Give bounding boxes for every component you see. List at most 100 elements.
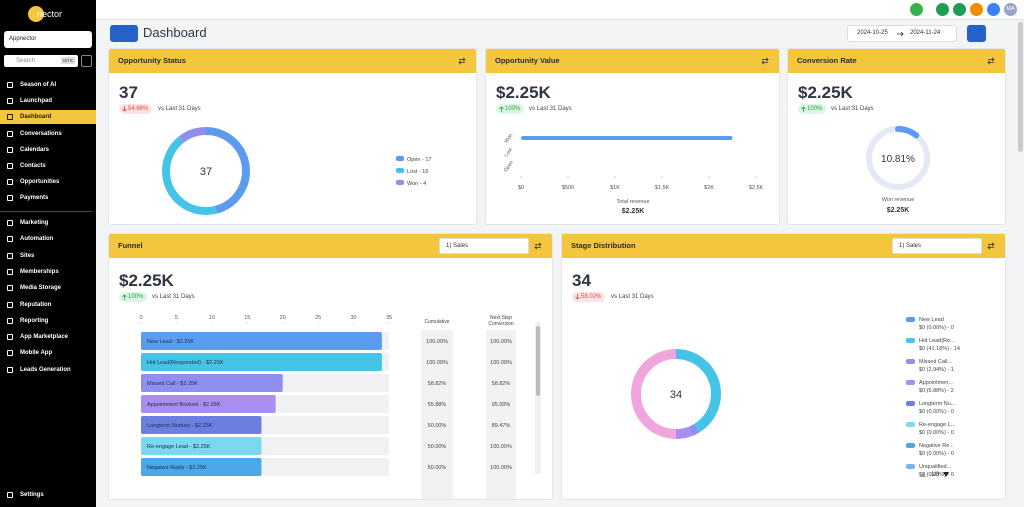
nav-item[interactable]: Marketing: [0, 216, 96, 230]
legend-label: Open - 17: [407, 157, 431, 163]
nav-item[interactable]: Conversations: [0, 127, 96, 141]
x-tick-label: $500: [562, 185, 574, 191]
card-title: Funnel 1) Sales: [109, 234, 552, 258]
nav-label: Calendars: [20, 146, 50, 153]
next-step: 100.00%: [490, 465, 512, 471]
icon[interactable]: [970, 3, 983, 16]
nav-item[interactable]: Sites: [0, 249, 96, 263]
bar: [141, 458, 262, 476]
nav-item[interactable]: Dashboard: [0, 110, 96, 125]
layout-toggle[interactable]: [110, 25, 138, 42]
metric: 37: [119, 83, 138, 102]
bar-label: Longterm Nurture - $2.25K: [147, 423, 213, 429]
edit-button[interactable]: [967, 25, 986, 42]
legend-label: Longterm Nu...: [919, 401, 956, 407]
cumulative: 100.00%: [426, 360, 448, 366]
x-tick-label: 5: [175, 315, 178, 321]
chart: 10.81% Won revenue $2.25K: [866, 126, 930, 214]
x-tick-label: 35: [386, 315, 392, 321]
nav-item[interactable]: Mobile App: [0, 346, 96, 360]
legend-swatch: [906, 359, 915, 364]
nav-item[interactable]: Reputation: [0, 298, 96, 312]
legend-value: $0 (0.00%) - 0: [919, 451, 954, 457]
metric: $2.25K: [119, 271, 174, 290]
search-placeholder: Search: [16, 58, 36, 64]
icon[interactable]: [910, 3, 923, 16]
bar-label: Re-engage Lead - $2.25K: [147, 444, 211, 450]
nav-label: Contacts: [20, 163, 46, 169]
change: 100%: [128, 294, 144, 300]
scrollbar[interactable]: [1018, 22, 1023, 152]
nav-item[interactable]: Season of AI: [0, 78, 96, 92]
nav-item[interactable]: Leads Generation: [0, 363, 96, 377]
pipeline-select[interactable]: 1) Sales: [439, 238, 529, 254]
account-switcher[interactable]: Appnector: [4, 31, 92, 48]
bar-label: Negative Reply - $2.25K: [147, 465, 207, 471]
nav-item[interactable]: Launchpad: [0, 94, 96, 108]
icon[interactable]: [936, 3, 949, 16]
next-step: 58.82%: [492, 381, 511, 387]
nav-item[interactable]: Settings: [0, 488, 96, 502]
swap-icon[interactable]: [987, 242, 995, 250]
nav-label: Memberships: [20, 268, 59, 275]
legend-swatch: [906, 401, 915, 406]
nav-label: Marketing: [20, 220, 49, 226]
legend-swatch: [396, 168, 404, 173]
title: Opportunity Status: [118, 56, 186, 65]
pipeline-select[interactable]: 1) Sales: [892, 238, 982, 254]
nav-item[interactable]: Calendars: [0, 143, 96, 157]
nav-item[interactable]: Memberships: [0, 265, 96, 279]
legend-label: Lost - 16: [407, 169, 428, 175]
next-step: 95.00%: [492, 402, 511, 408]
nav-label: Conversations: [20, 130, 62, 137]
swap-icon[interactable]: [987, 57, 995, 65]
x-tick-label: 10: [209, 315, 215, 321]
nav-label: Launchpad: [20, 98, 53, 105]
nav-item[interactable]: Automation: [0, 232, 96, 246]
swap-icon[interactable]: [534, 242, 542, 250]
nav-item[interactable]: Contacts: [0, 159, 96, 173]
donut-segment: [631, 349, 721, 439]
legend-label: Hot Lead(Re...: [919, 338, 955, 344]
x-tick-label: 25: [315, 315, 321, 321]
cumulative: 50.00%: [428, 423, 447, 429]
scroll-thumb: [536, 326, 540, 396]
page-title: Dashboard: [143, 25, 207, 40]
legend-label: Negative Re...: [919, 443, 954, 449]
date-range[interactable]: 2024-10-25 2024-11-24: [847, 25, 957, 42]
swap-icon[interactable]: [761, 57, 769, 65]
nav-item[interactable]: App Marketplace: [0, 330, 96, 344]
nav-item[interactable]: Payments: [0, 191, 96, 205]
legend-label: Missed Call...: [919, 359, 952, 365]
icon[interactable]: [953, 3, 966, 16]
legend-label: Appointmen...: [919, 380, 953, 386]
swap-icon[interactable]: [458, 57, 466, 65]
avatar[interactable]: MA: [1004, 3, 1017, 16]
donut-center: 34: [670, 389, 682, 401]
metric: $2.25K: [798, 83, 853, 102]
card-title: Opportunity Status: [109, 49, 476, 73]
nav-label: Payments: [20, 195, 49, 202]
total: $2.25K: [622, 208, 645, 215]
nav-label: App Marketplace: [20, 334, 69, 341]
change-badge: 100%: [119, 292, 148, 302]
card: Funnel 1) Sales $2.25K 100% vs Last 31 D…: [108, 233, 553, 500]
change-badge: 100%: [798, 104, 827, 114]
legend-label: New Lead: [919, 317, 944, 323]
quick-action[interactable]: [81, 55, 92, 67]
cumulative: 50.00%: [428, 444, 447, 450]
date-to: 2024-11-24: [910, 30, 941, 36]
legend-label: Won - 4: [407, 181, 426, 187]
nav-item[interactable]: Media Storage: [0, 281, 96, 295]
nav-item[interactable]: Reporting: [0, 314, 96, 328]
nav-label: Dashboard: [20, 114, 52, 121]
search-box[interactable]: Search ctrl K: [4, 55, 78, 67]
pager: 1/3: [931, 472, 940, 478]
scroll-track: [535, 322, 541, 474]
icon[interactable]: [987, 3, 1000, 16]
chart: 0 5 10 15 20 25 30 35 Cumulative Next Step Convers…: [139, 315, 541, 499]
legend-swatch: [906, 338, 915, 343]
bar-label: Appointment Booked - $2.25K: [147, 402, 221, 408]
nav-item[interactable]: Opportunities: [0, 175, 96, 189]
